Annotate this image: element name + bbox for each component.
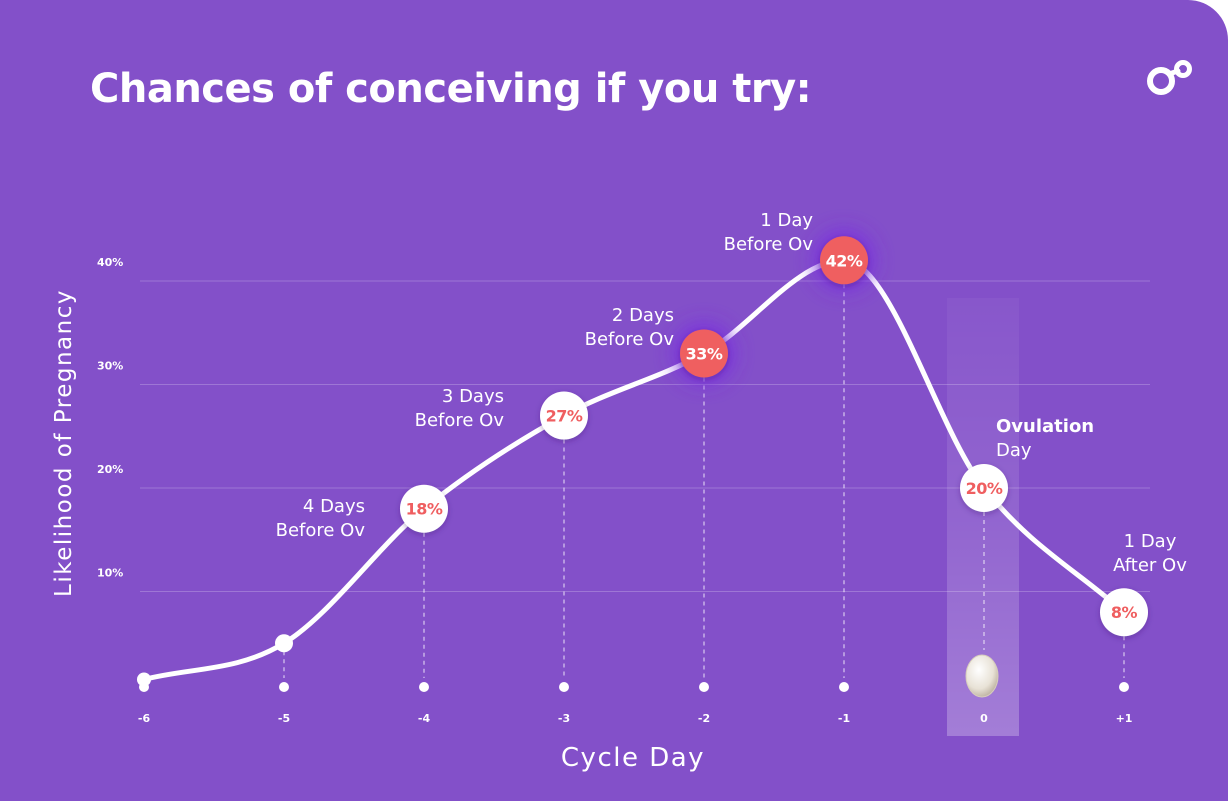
y-axis-label: Likelihood of Pregnancy <box>51 289 77 597</box>
point-badge <box>960 464 1008 512</box>
egg-icon <box>965 654 999 698</box>
data-point: 33% <box>674 323 734 384</box>
point-annotation: 1 Day Before Ov <box>724 210 814 255</box>
brand-logo-icon <box>1147 60 1192 95</box>
y-tick-label: 10% <box>97 567 123 580</box>
point-badge <box>820 236 868 285</box>
data-point <box>137 672 151 687</box>
value-label: 18% <box>406 500 443 519</box>
data-point: 20% <box>960 464 1008 512</box>
axis-dot <box>419 682 429 692</box>
value-label: 42% <box>826 251 863 270</box>
data-point: 27% <box>540 391 588 440</box>
point-badge <box>1100 588 1148 637</box>
point-annotation: 2 Days Before Ov <box>585 305 675 350</box>
point-annotation: 1 Day After Ov <box>1113 531 1187 576</box>
x-tick-label: -6 <box>138 712 151 725</box>
value-label: 20% <box>966 479 1003 498</box>
point-badge <box>540 391 588 440</box>
x-tick-label: -1 <box>838 712 850 725</box>
y-tick-label: 20% <box>97 463 123 476</box>
y-tick-label: 40% <box>97 256 123 269</box>
value-label: 33% <box>686 344 723 363</box>
x-tick-label: -5 <box>278 712 290 725</box>
data-point <box>275 634 293 653</box>
x-axis-label: Cycle Day <box>561 743 705 773</box>
x-tick-label: -2 <box>698 712 710 725</box>
value-label: 8% <box>1111 603 1138 622</box>
point-annotation: 4 Days Before Ov <box>276 496 366 541</box>
x-tick-label: -4 <box>418 712 431 725</box>
x-tick-label: +1 <box>1116 712 1133 725</box>
axis-dot <box>699 682 709 692</box>
point-annotation: 3 Days Before Ov <box>415 386 505 431</box>
x-tick-label: 0 <box>980 712 988 725</box>
axis-dot <box>279 682 289 692</box>
value-label: 27% <box>546 407 583 426</box>
axis-dot <box>559 682 569 692</box>
axis-dot <box>1119 682 1129 692</box>
point-annotation: Ovulation Day <box>996 416 1094 461</box>
point-badge <box>400 484 448 533</box>
y-tick-label: 30% <box>97 360 123 373</box>
axis-dot <box>839 682 849 692</box>
chart-title: Chances of conceiving if you try: <box>90 66 812 112</box>
x-tick-label: -3 <box>558 712 570 725</box>
likelihood-curve <box>141 257 1127 682</box>
data-point: 8% <box>1100 588 1148 637</box>
point-badge <box>680 329 728 378</box>
data-point: 42% <box>814 230 874 291</box>
data-point: 18% <box>400 484 448 533</box>
